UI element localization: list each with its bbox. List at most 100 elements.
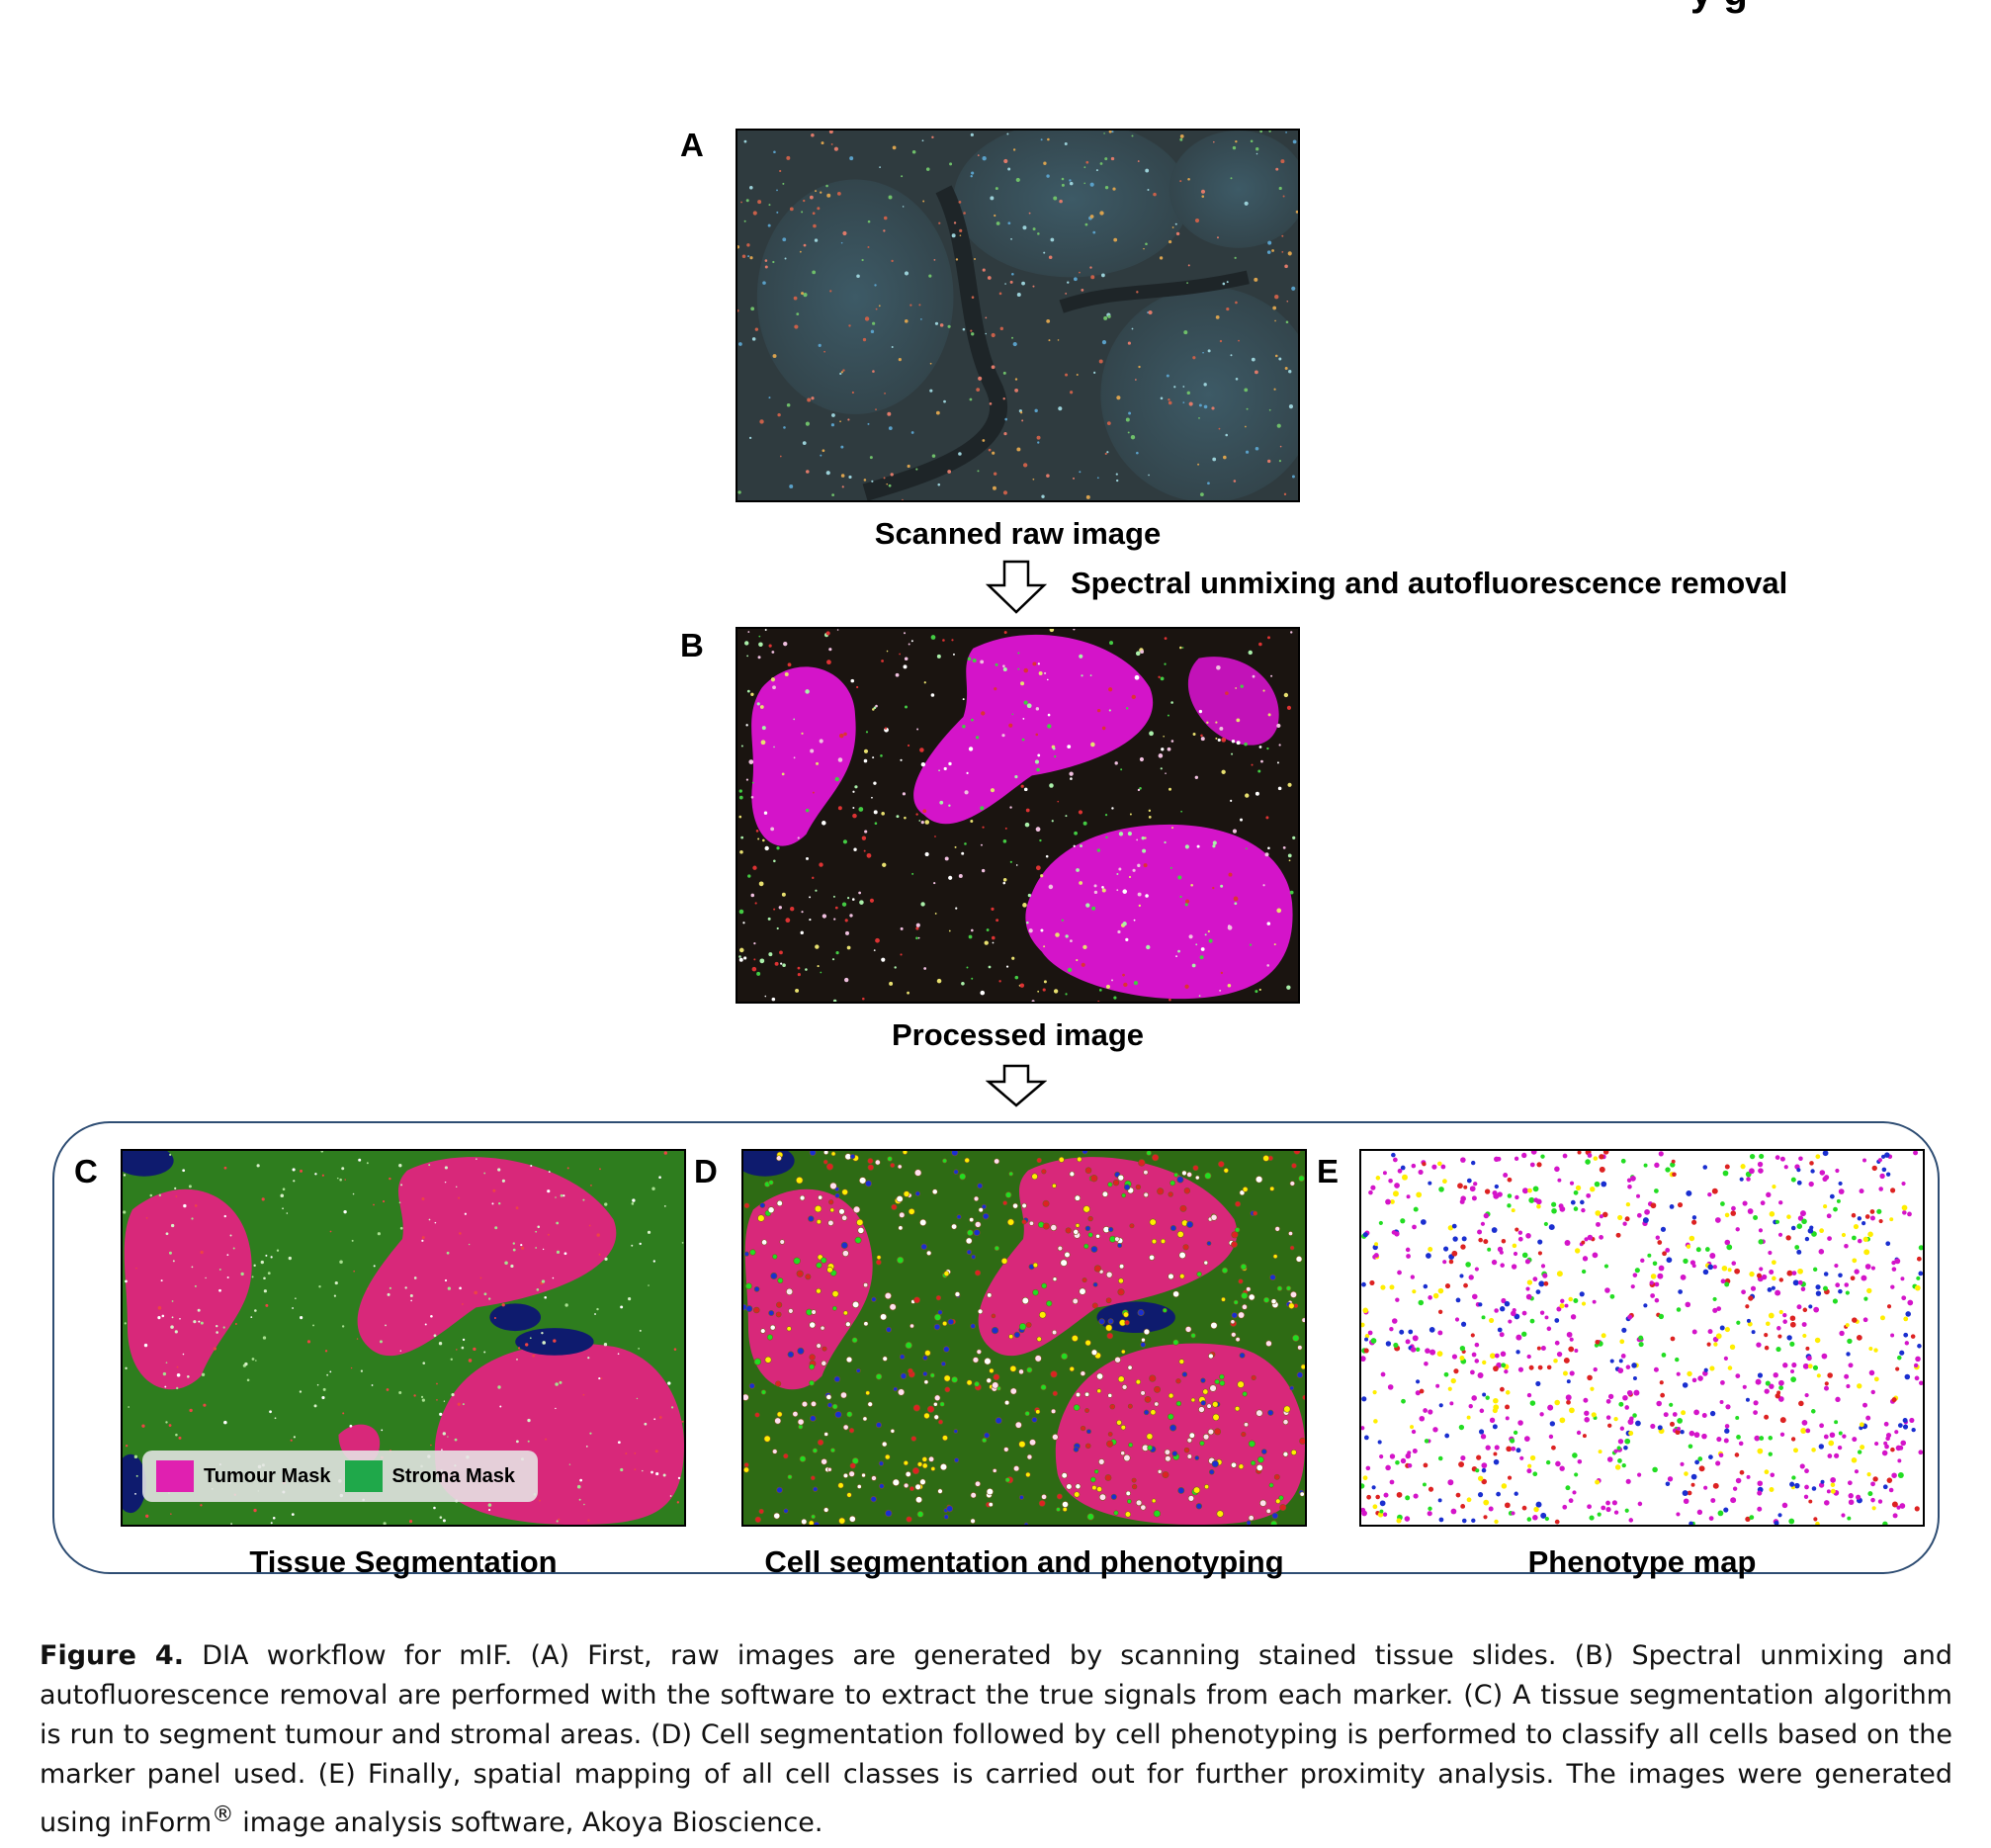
texture-dot	[834, 1411, 842, 1419]
texture-dot	[1515, 1350, 1520, 1355]
texture-dot	[1106, 421, 1111, 426]
texture-dot	[404, 1286, 407, 1289]
texture-dot	[779, 1239, 785, 1245]
texture-dot	[1266, 964, 1270, 967]
texture-dot	[1009, 1387, 1017, 1395]
texture-dot	[1002, 397, 1005, 400]
texture-dot	[1074, 831, 1078, 836]
texture-dot	[1135, 1499, 1143, 1507]
texture-dot	[850, 678, 855, 683]
texture-dot	[1272, 306, 1277, 310]
texture-dot	[594, 1313, 596, 1315]
texture-dot	[413, 1394, 416, 1397]
texture-dot	[1423, 1283, 1428, 1289]
texture-dot	[1276, 908, 1282, 914]
texture-dot	[774, 961, 779, 966]
texture-dot	[263, 1276, 266, 1280]
texture-dot	[1026, 703, 1032, 709]
texture-dot	[527, 1418, 531, 1423]
texture-dot	[1021, 281, 1025, 286]
texture-dot	[830, 423, 835, 427]
texture-dot	[1200, 1377, 1206, 1383]
texture-dot	[229, 1234, 232, 1237]
texture-dot	[487, 1508, 491, 1512]
texture-dot	[1407, 1462, 1413, 1468]
texture-dot	[1526, 1354, 1531, 1360]
texture-dot	[1269, 1274, 1276, 1281]
texture-dot	[542, 1248, 545, 1251]
texture-dot	[1630, 1284, 1635, 1289]
texture-dot	[1167, 714, 1169, 717]
texture-dot	[1756, 1273, 1762, 1278]
texture-dot	[1570, 1199, 1576, 1205]
texture-dot	[1866, 1287, 1872, 1294]
texture-dot	[1754, 1435, 1761, 1442]
texture-dot	[1691, 1219, 1697, 1225]
texture-dot	[797, 836, 800, 839]
texture-dot	[1096, 1388, 1102, 1394]
texture-dot	[1691, 1377, 1697, 1383]
texture-dot	[811, 1400, 817, 1407]
registered-mark: ®	[212, 1802, 234, 1827]
texture-dot	[1157, 1188, 1165, 1195]
texture-dot	[738, 909, 744, 915]
texture-dot	[966, 966, 969, 969]
texture-dot	[1562, 1370, 1568, 1376]
texture-dot	[1707, 1329, 1713, 1335]
texture-dot	[1736, 1435, 1741, 1440]
texture-dot	[1235, 378, 1239, 381]
texture-dot	[158, 1193, 162, 1197]
texture-dot	[176, 1386, 179, 1390]
stroma-mask-swatch	[344, 1460, 383, 1492]
texture-dot	[1478, 1429, 1485, 1435]
texture-dot	[970, 132, 974, 136]
texture-dot	[885, 1326, 892, 1333]
texture-dot	[797, 973, 801, 977]
texture-dot	[1627, 1184, 1632, 1189]
texture-dot	[1108, 687, 1113, 692]
texture-dot	[1280, 159, 1285, 164]
texture-dot	[878, 1460, 885, 1466]
texture-dot	[1020, 784, 1024, 788]
texture-dot	[1822, 1176, 1828, 1182]
texture-dot	[512, 1242, 516, 1245]
texture-dot	[1177, 949, 1180, 953]
texture-dot	[1248, 1293, 1255, 1301]
texture-dot	[764, 265, 768, 269]
texture-dot	[1454, 1317, 1460, 1322]
texture-dot	[1818, 1444, 1825, 1450]
texture-dot	[636, 1397, 639, 1400]
texture-dot	[922, 1355, 928, 1361]
texture-dot	[842, 1424, 849, 1431]
texture-dot	[558, 1518, 561, 1521]
texture-dot	[1581, 1269, 1587, 1275]
texture-dot	[1038, 1500, 1046, 1507]
texture-dot	[1281, 234, 1284, 237]
texture-dot	[1158, 675, 1161, 678]
texture-dot	[1292, 139, 1297, 144]
texture-dot	[820, 971, 822, 974]
texture-dot	[867, 422, 870, 425]
texture-dot	[1598, 1450, 1602, 1454]
texture-dot	[867, 1401, 873, 1407]
texture-dot	[838, 733, 844, 739]
texture-dot	[1437, 1309, 1443, 1314]
texture-dot	[1260, 759, 1263, 763]
texture-dot	[816, 1219, 822, 1225]
texture-dot	[801, 911, 804, 914]
texture-dot	[1212, 1413, 1220, 1421]
texture-dot	[851, 1337, 858, 1344]
texture-dot	[1447, 1225, 1454, 1231]
texture-dot	[899, 1354, 906, 1360]
texture-dot	[213, 1347, 216, 1351]
texture-dot	[1177, 875, 1182, 880]
texture-dot	[1442, 1260, 1447, 1265]
texture-dot	[841, 485, 844, 488]
texture-dot	[1411, 1163, 1417, 1169]
texture-dot	[1122, 889, 1128, 894]
texture-dot	[825, 631, 830, 636]
texture-dot	[1118, 1277, 1124, 1284]
texture-dot	[1085, 903, 1090, 908]
texture-dot	[1101, 726, 1106, 731]
texture-dot	[1803, 1494, 1809, 1499]
